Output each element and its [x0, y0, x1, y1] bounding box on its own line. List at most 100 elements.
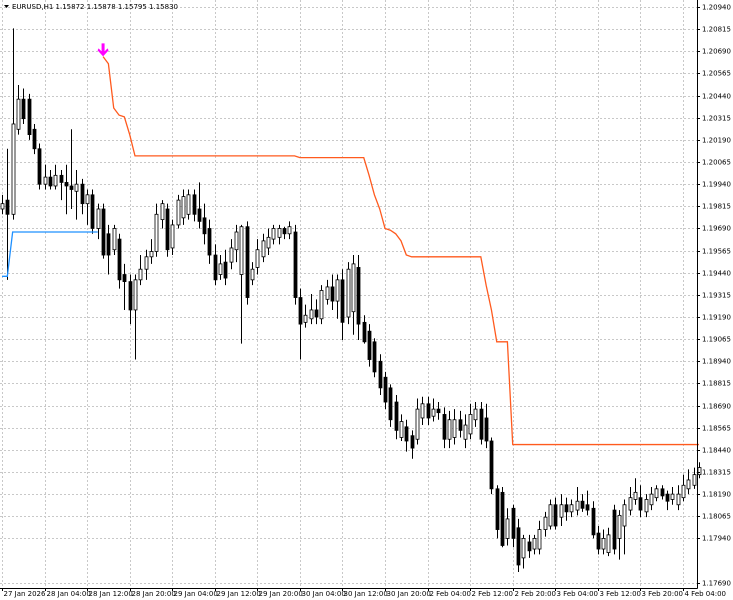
candle-body	[378, 360, 383, 389]
candle-body	[660, 488, 665, 497]
candle-body	[473, 408, 478, 421]
y-tick-label: 1.18690	[702, 403, 731, 411]
y-tick-label: 1.19565	[702, 248, 731, 256]
x-tick-label: 29 Jan 12:00	[217, 590, 261, 598]
candle-body	[479, 408, 484, 440]
candle-body	[564, 504, 569, 513]
x-tick-label: 2 Feb 04:00	[430, 590, 471, 598]
candle-body	[569, 504, 574, 513]
candle-body	[511, 507, 516, 539]
candle-body	[21, 98, 26, 120]
candle-body	[622, 504, 627, 527]
candle-body	[112, 228, 117, 251]
candle-body	[516, 527, 521, 566]
candle-body	[218, 263, 223, 275]
x-tick-label: 3 Feb 12:00	[600, 590, 641, 598]
candle-body	[575, 500, 580, 511]
candle-body	[484, 417, 489, 442]
x-tick-label: 28 Jan 04:00	[47, 590, 91, 598]
candle-body	[64, 182, 69, 187]
candle-body	[505, 518, 510, 539]
candle-body	[697, 467, 702, 476]
y-tick-label: 1.20440	[702, 93, 731, 101]
candle-body	[69, 185, 74, 190]
candle-body	[80, 183, 85, 205]
candle-body	[319, 290, 324, 320]
candle-body	[383, 376, 388, 403]
candle-body	[601, 538, 606, 550]
sell-signal-arrow	[97, 43, 109, 57]
y-tick-label: 1.17690	[702, 580, 731, 588]
marks-layer	[0, 28, 702, 573]
candle-body	[5, 199, 10, 215]
candle-body	[266, 236, 271, 249]
candle-body	[149, 251, 154, 258]
candle-body	[165, 208, 170, 251]
candle-body	[676, 493, 681, 506]
candle-body	[388, 387, 393, 421]
y-tick-label: 1.20315	[702, 115, 731, 123]
candle-body	[192, 194, 197, 215]
candle-body	[27, 98, 32, 136]
candle-body	[356, 267, 361, 325]
candle-body	[207, 228, 212, 256]
candle-body	[330, 286, 335, 302]
candle-body	[133, 279, 138, 311]
candle-body	[489, 440, 494, 490]
chart-title: EURUSD,H1 1.15872 1.15878 1.15795 1.1583…	[12, 3, 178, 11]
candle-body	[16, 98, 21, 130]
candle-body	[11, 123, 16, 215]
y-tick-label: 1.20190	[702, 137, 731, 145]
candle-body	[309, 309, 314, 320]
candle-body	[399, 421, 404, 438]
candle-body	[261, 240, 266, 258]
candle-body	[154, 213, 159, 252]
indicator-line	[2, 231, 98, 277]
candle-body	[90, 194, 95, 229]
candle-body	[458, 419, 463, 431]
candle-body	[580, 500, 585, 509]
symbol-menu-icon[interactable]	[4, 5, 9, 8]
candle-body	[250, 268, 255, 281]
candle-body	[277, 228, 282, 238]
candle-body	[197, 208, 202, 222]
x-tick-label: 3 Feb 04:00	[557, 590, 598, 598]
candle-body	[367, 330, 372, 360]
candle-body	[532, 538, 537, 550]
candle-body	[638, 497, 643, 511]
y-tick-label: 1.19815	[702, 203, 731, 211]
candle-body	[681, 484, 686, 499]
candle-body	[43, 176, 48, 185]
y-tick-label: 1.18440	[702, 447, 731, 455]
candle-body	[48, 176, 53, 187]
candle-body	[548, 504, 553, 527]
candle-body	[186, 194, 191, 215]
candle-body	[255, 249, 260, 268]
candle-body	[340, 279, 345, 323]
candle-body	[591, 507, 596, 536]
candle-body	[415, 408, 420, 440]
candle-body	[160, 203, 165, 221]
candle-body	[325, 286, 330, 300]
y-tick-label: 1.20815	[702, 26, 731, 34]
candle-body	[442, 414, 447, 440]
x-tick-label: 28 Jan 20:00	[132, 590, 176, 598]
candle-body	[229, 247, 234, 263]
x-tick-label: 30 Jan 04:00	[302, 590, 346, 598]
candle-body	[606, 534, 611, 553]
candle-body	[649, 493, 654, 506]
candle-body	[670, 493, 675, 500]
candle-body	[122, 274, 127, 283]
x-tick-label: 28 Jan 12:00	[89, 590, 133, 598]
y-tick-label: 1.19065	[702, 336, 731, 344]
candle-body	[452, 419, 457, 438]
candle-body	[282, 228, 287, 235]
candle-body	[628, 497, 633, 511]
candle-body	[351, 263, 356, 313]
candle-body	[617, 514, 622, 539]
candle-body	[181, 196, 186, 219]
candle-body	[521, 538, 526, 559]
candle-body	[436, 408, 441, 414]
candle-body	[170, 224, 175, 249]
